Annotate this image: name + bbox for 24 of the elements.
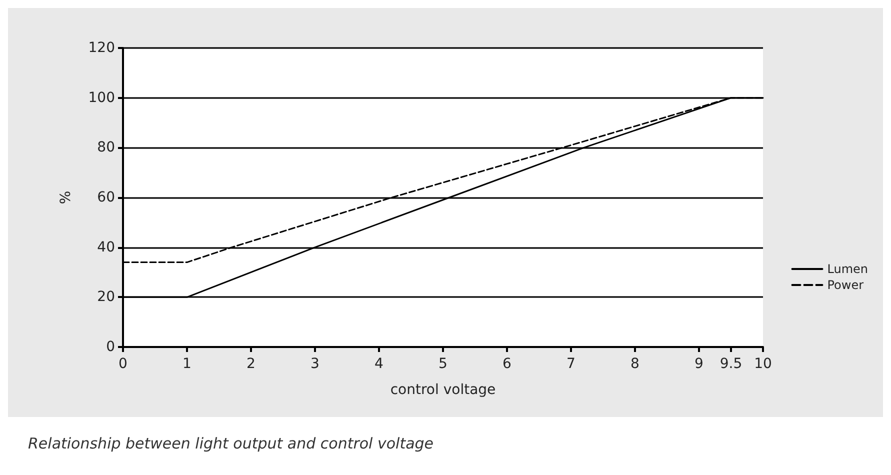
y-tick-label: 100: [88, 90, 115, 106]
x-tick-label: 3: [310, 356, 320, 372]
x-tick-label: 7: [566, 356, 576, 372]
x-tick-label: 4: [374, 356, 384, 372]
x-tick-label: 2: [246, 356, 256, 372]
y-tick-label: 0: [106, 339, 115, 355]
y-axis-title: %: [58, 190, 74, 204]
y-tick-label: 80: [97, 140, 115, 156]
legend-label: Power: [827, 278, 864, 292]
x-tick-label: 9.5: [720, 356, 742, 372]
x-tick-label: 6: [502, 356, 512, 372]
x-tick-label: 9: [694, 356, 704, 372]
y-tick-label: 40: [97, 239, 115, 256]
x-tick-label: 0: [118, 356, 128, 372]
legend-label: Lumen: [827, 262, 868, 276]
x-tick-label: 5: [438, 356, 448, 372]
x-tick-label: 8: [630, 356, 640, 372]
x-tick-label: 10: [754, 356, 772, 372]
y-tick-label: 20: [97, 289, 115, 306]
y-tick-label: 120: [88, 40, 115, 56]
x-tick-label: 1: [182, 356, 192, 372]
x-axis-title: control voltage: [390, 382, 496, 398]
text: Relationship between light output and control voltage: [28, 434, 434, 452]
y-tick-label: 60: [97, 190, 115, 206]
